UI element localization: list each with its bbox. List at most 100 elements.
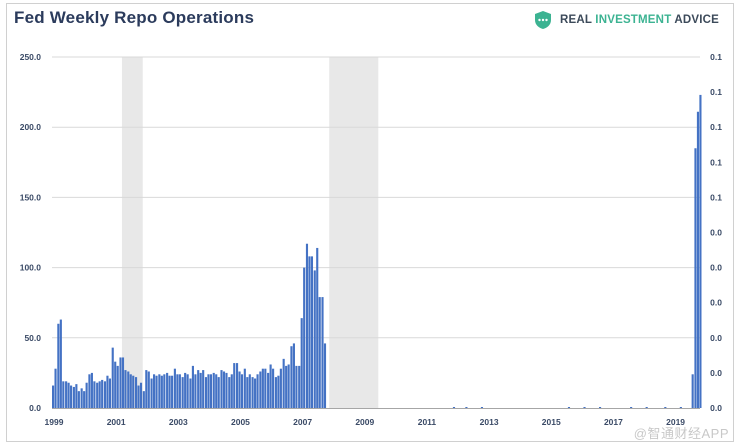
bar-series (52, 94, 702, 409)
bar (215, 374, 218, 408)
shield-chat-icon (535, 11, 551, 29)
bar (696, 111, 700, 409)
bar (287, 364, 290, 408)
bar (567, 407, 571, 408)
bar (691, 374, 694, 408)
bar (222, 371, 226, 408)
bar (220, 370, 223, 408)
bar (67, 382, 70, 408)
bar (225, 372, 228, 408)
chart-title: Fed Weekly Repo Operations (14, 8, 255, 27)
bar (465, 407, 468, 408)
bar (285, 365, 288, 408)
bar (282, 358, 285, 408)
bar (217, 377, 220, 408)
bar (452, 407, 456, 408)
y-tick-label: 250.0 (20, 52, 42, 62)
bar (240, 374, 244, 408)
bar (197, 370, 200, 408)
bar (57, 323, 60, 408)
bar (313, 270, 316, 408)
bar (90, 372, 93, 408)
bar (111, 347, 114, 408)
y-axis-labels: 0.0 50.0 100.0 150.0 200.0 250.0 (20, 52, 42, 413)
bar (121, 357, 125, 408)
x-tick-label: 2017 (604, 417, 623, 427)
x-tick-label: 2011 (418, 417, 437, 427)
bar (598, 407, 602, 408)
bar (166, 372, 169, 408)
bar (127, 371, 130, 408)
y2-tick-label: 0.0 (710, 368, 722, 378)
bar (303, 267, 306, 408)
gridlines (52, 56, 700, 339)
bar (83, 391, 86, 408)
bar (124, 370, 127, 408)
bar (251, 377, 254, 408)
recession-band (329, 57, 379, 408)
x-tick-label: 2005 (231, 417, 250, 427)
x-axis-labels: 1999 2001 2003 2005 2007 2009 2011 2013 2015 2017… (45, 417, 686, 427)
bar (267, 372, 270, 408)
bar (171, 375, 174, 408)
y2-tick-label: 0.0 (710, 333, 722, 343)
bar (116, 365, 119, 408)
bar (158, 374, 161, 408)
x-tick-label: 2009 (355, 417, 374, 427)
bar (54, 368, 57, 408)
bar (119, 357, 122, 408)
bar (173, 368, 176, 408)
bar (178, 374, 181, 408)
bar (108, 378, 111, 408)
bar (292, 343, 295, 408)
y-tick-label: 50.0 (24, 333, 41, 343)
bar (279, 368, 282, 408)
x-tick-label: 2003 (169, 417, 188, 427)
bar (52, 385, 55, 408)
bar (168, 375, 171, 408)
bar (295, 365, 298, 408)
bar (305, 243, 309, 408)
x-tick-label: 2019 (666, 417, 685, 427)
recession-bands (121, 57, 379, 408)
bar (96, 382, 99, 408)
bar (300, 318, 303, 408)
bar (254, 378, 257, 408)
bar (163, 374, 166, 408)
bar (694, 148, 697, 408)
bar (699, 94, 702, 409)
bar (114, 361, 117, 408)
bar (103, 381, 107, 408)
bar (72, 386, 75, 408)
bar (139, 382, 143, 408)
bar (98, 381, 101, 408)
bar (321, 297, 324, 408)
bar (298, 365, 301, 408)
bar (137, 385, 140, 408)
bar (256, 374, 259, 408)
bar (664, 407, 667, 408)
x-tick-label: 2001 (107, 417, 126, 427)
watermark-text: @智通财经APP (633, 426, 729, 441)
bar (145, 370, 148, 408)
y2-tick-label: 0.0 (710, 403, 722, 413)
bar (160, 375, 163, 408)
brand-text-advice: ADVICE (671, 14, 720, 26)
brand-text-investment: INVESTMENT (595, 14, 672, 26)
y-tick-label: 0.0 (29, 403, 41, 413)
bar (316, 247, 319, 408)
bar (230, 374, 233, 408)
bar (308, 256, 311, 408)
bar (310, 256, 314, 408)
x-tick-label: 2013 (480, 417, 499, 427)
bar (583, 407, 586, 408)
x-tick-label: 1999 (45, 417, 64, 427)
bar (194, 374, 197, 408)
bar (645, 407, 648, 408)
bar (101, 379, 104, 408)
brand-logo: REAL INVESTMENT ADVICE (533, 9, 719, 31)
bar (184, 372, 187, 408)
bar (209, 374, 213, 408)
bar (93, 381, 96, 408)
